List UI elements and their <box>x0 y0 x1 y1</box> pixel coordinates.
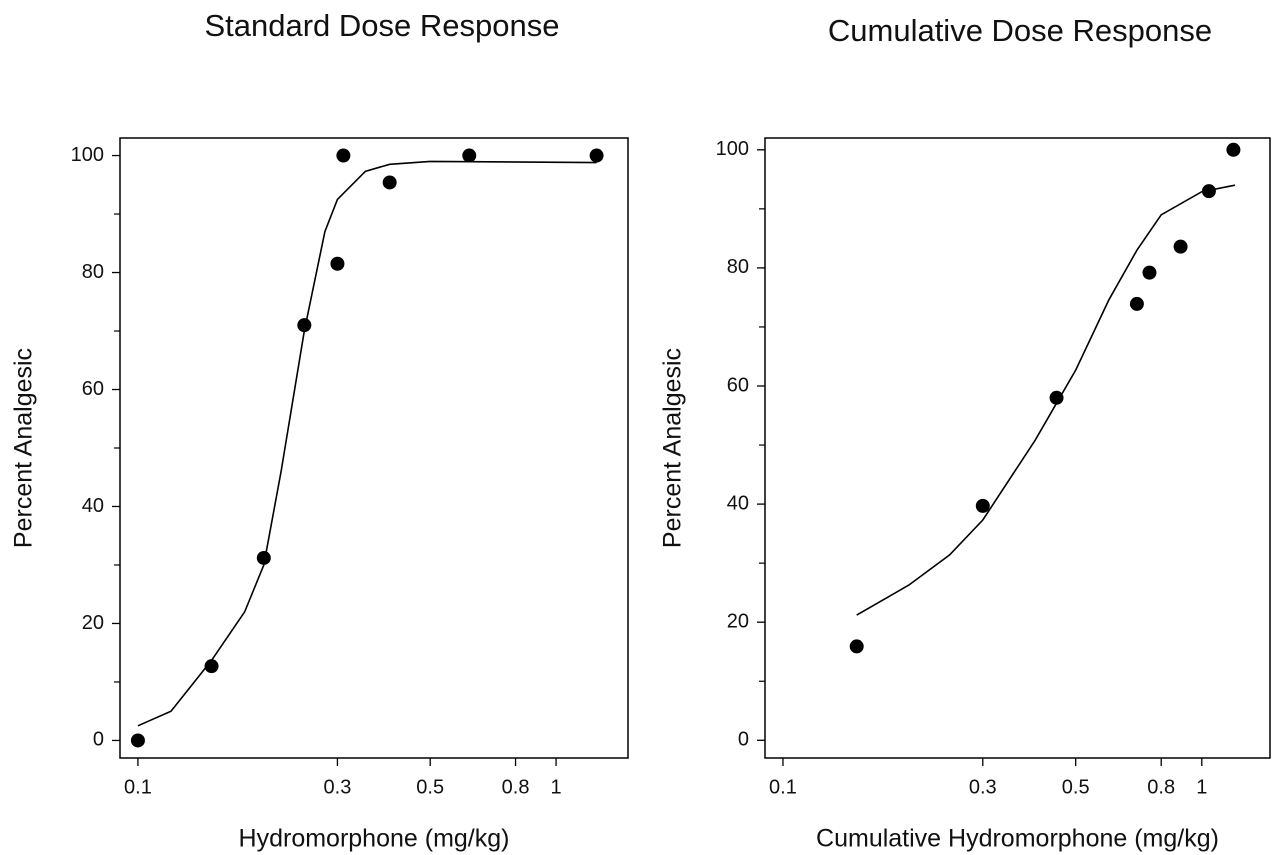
data-point <box>297 318 312 333</box>
chart-title: Standard Dose Response <box>204 8 559 43</box>
x-tick-label: 0.5 <box>416 776 444 798</box>
data-point <box>975 498 990 513</box>
x-tick-label: 0.5 <box>1062 776 1090 798</box>
data-point <box>1049 390 1064 405</box>
data-point <box>1142 265 1157 280</box>
x-tick-label: 1 <box>1196 776 1207 798</box>
plot-frame <box>764 137 1271 759</box>
x-tick-label: 0.8 <box>502 776 530 798</box>
plot-frame <box>119 137 629 759</box>
y-tick-label: 60 <box>82 378 104 400</box>
data-point <box>382 175 397 190</box>
y-tick-label: 0 <box>93 729 104 751</box>
data-point <box>204 659 219 674</box>
x-tick-label: 0.8 <box>1147 776 1175 798</box>
y-tick-label: 40 <box>82 495 104 517</box>
data-point <box>330 256 345 271</box>
y-axis-label: Percent Analgesic <box>10 348 38 548</box>
data-point <box>1173 239 1188 254</box>
y-tick-label: 80 <box>82 261 104 283</box>
y-axis-label: Percent Analgesic <box>659 348 687 548</box>
y-tick-label: 100 <box>716 138 749 160</box>
y-tick-label: 60 <box>727 374 749 396</box>
y-tick-label: 20 <box>727 610 749 632</box>
data-point <box>1201 184 1216 199</box>
data-point <box>1129 296 1144 311</box>
data-point <box>336 148 351 163</box>
x-axis-label: Hydromorphone (mg/kg) <box>239 825 510 853</box>
data-point <box>1226 142 1241 157</box>
data-point <box>589 148 604 163</box>
data-point <box>130 733 145 748</box>
x-tick-label: 0.1 <box>769 776 797 798</box>
x-tick-label: 0.1 <box>124 776 152 798</box>
x-tick-label: 0.3 <box>324 776 352 798</box>
fit-curve <box>856 184 1236 616</box>
y-tick-label: 40 <box>727 492 749 514</box>
data-point <box>256 550 271 565</box>
y-tick-label: 100 <box>71 144 104 166</box>
y-tick-label: 0 <box>738 729 749 751</box>
data-point <box>462 148 477 163</box>
x-tick-label: 1 <box>551 776 562 798</box>
x-axis-label: Cumulative Hydromorphone (mg/kg) <box>816 825 1219 853</box>
chart-title: Cumulative Dose Response <box>828 13 1212 48</box>
fit-curve <box>137 160 597 727</box>
y-tick-label: 80 <box>727 256 749 278</box>
y-tick-label: 20 <box>82 612 104 634</box>
x-tick-label: 0.3 <box>969 776 997 798</box>
data-point <box>849 639 864 654</box>
